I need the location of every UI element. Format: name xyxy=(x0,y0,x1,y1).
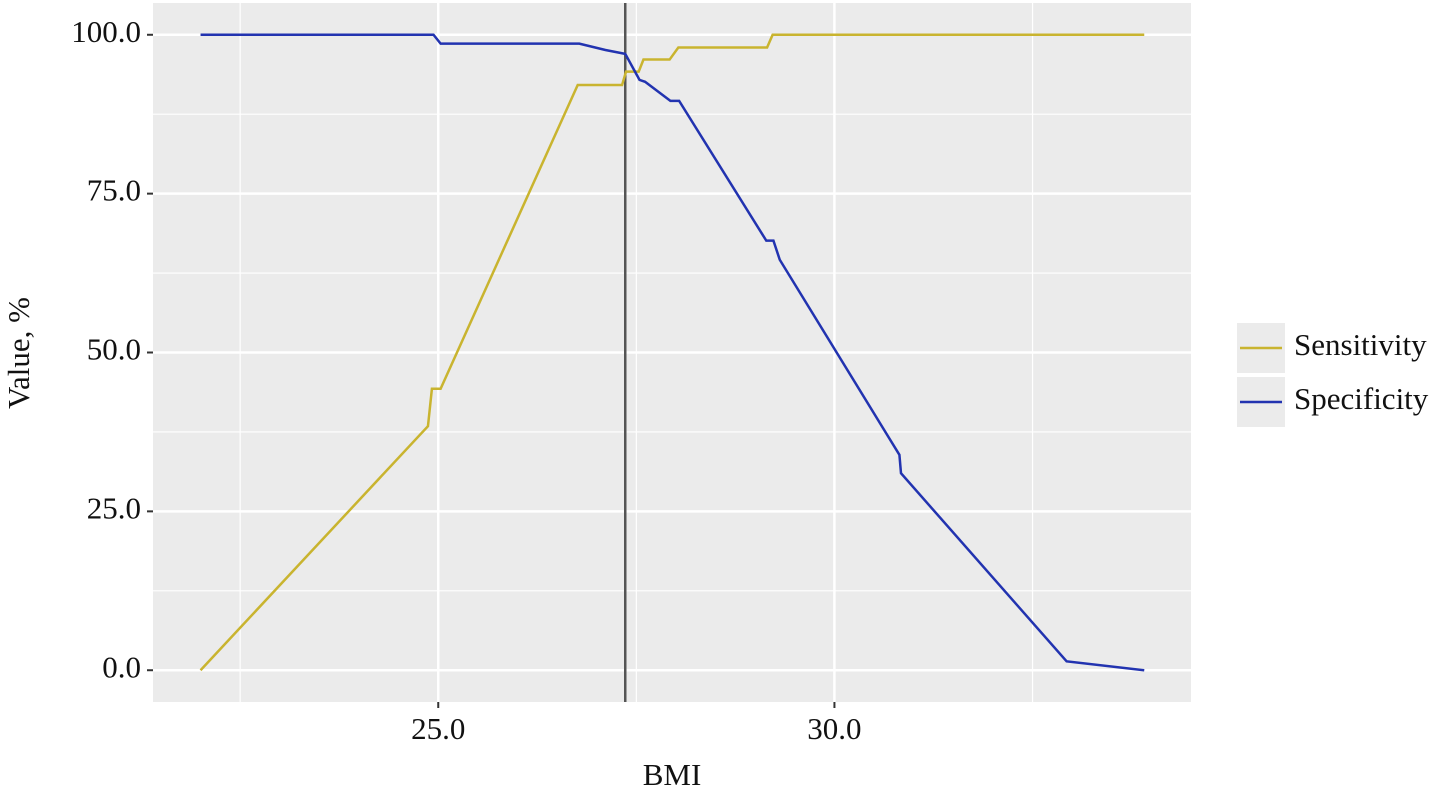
line xyxy=(200,33,1145,672)
x-axis-title: BMI xyxy=(643,757,702,792)
legend-label: Specificity xyxy=(1294,381,1429,416)
x-tick-label: 30.0 xyxy=(807,711,861,746)
line xyxy=(199,33,1145,672)
y-tick-label: 100.0 xyxy=(71,14,141,49)
y-tick-label: 25.0 xyxy=(87,490,141,525)
y-tick-label: 50.0 xyxy=(87,332,141,367)
x-tick-label: 25.0 xyxy=(411,711,465,746)
y-tick-label: 75.0 xyxy=(87,173,141,208)
legend-label: Sensitivity xyxy=(1294,327,1427,362)
y-axis-title: Value, % xyxy=(1,297,36,409)
y-tick-label: 0.0 xyxy=(102,649,141,684)
